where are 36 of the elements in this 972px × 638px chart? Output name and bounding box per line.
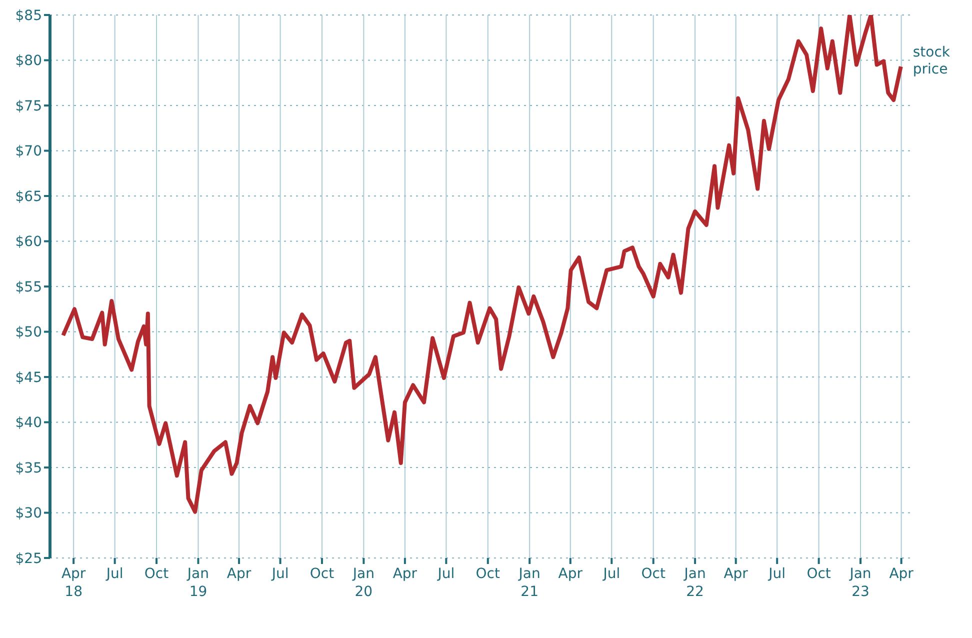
x-tick-label: Jan 22 bbox=[683, 566, 706, 600]
x-tick-label: Jul bbox=[768, 566, 786, 582]
x-tick-label: Jul bbox=[270, 566, 289, 582]
x-tick-label: Apr bbox=[889, 566, 914, 582]
y-tick-label: $45 bbox=[15, 370, 42, 386]
x-tick-label: Oct bbox=[806, 566, 832, 582]
x-tick-label: Oct bbox=[310, 566, 335, 582]
x-tick-label: Jan 23 bbox=[848, 566, 872, 600]
y-tick-label: $30 bbox=[15, 506, 42, 522]
x-tick-label: Apr bbox=[724, 566, 748, 582]
y-tick-label: $70 bbox=[15, 144, 42, 160]
x-tick-label: Apr bbox=[558, 566, 583, 582]
x-tick-label: Oct bbox=[641, 566, 666, 582]
y-tick-label: $55 bbox=[15, 279, 42, 296]
x-tick-label: Jan 21 bbox=[518, 566, 540, 600]
x-tick-label: Apr 18 bbox=[61, 566, 86, 600]
x-tick-label: Jul bbox=[105, 566, 124, 582]
y-tick-label: $35 bbox=[15, 460, 42, 476]
x-tick-label: Jan 19 bbox=[186, 566, 210, 600]
line-series bbox=[61, 15, 903, 514]
x-tick-label: Jul bbox=[602, 566, 620, 582]
y-tick-label: $60 bbox=[15, 234, 42, 250]
series-label: stock price bbox=[912, 44, 951, 78]
x-tick-label: Jul bbox=[436, 566, 455, 582]
x-tick-label: Oct bbox=[144, 566, 170, 582]
x-tick-label: Apr bbox=[226, 566, 252, 582]
x-tick-label: Apr bbox=[392, 566, 418, 582]
y-tick-label: $25 bbox=[15, 550, 42, 567]
y-tick-label: $80 bbox=[15, 53, 42, 70]
x-tick-label: Oct bbox=[476, 566, 500, 582]
y-tick-label: $85 bbox=[15, 8, 42, 24]
y-tick-label: $40 bbox=[15, 415, 42, 432]
x-tick-label: Jan 20 bbox=[352, 566, 374, 600]
y-tick-label: $50 bbox=[15, 324, 42, 341]
y-tick-label: $75 bbox=[15, 98, 42, 114]
y-tick-label: $65 bbox=[15, 188, 42, 205]
